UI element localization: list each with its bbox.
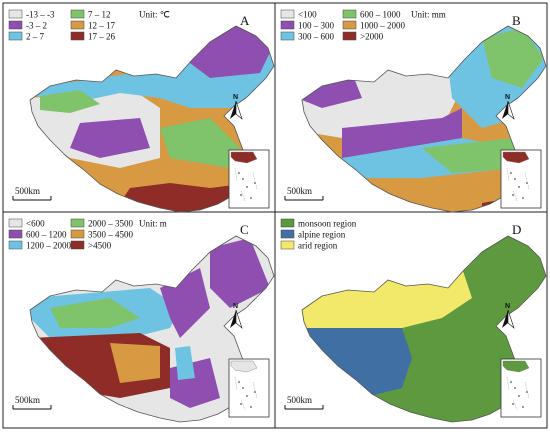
legend-label: 3500 – 4500	[88, 230, 134, 240]
legend-label: >4500	[88, 241, 112, 251]
scale-bar	[12, 196, 52, 201]
legend-swatch	[8, 229, 23, 239]
legend-swatch	[70, 218, 85, 228]
legend-swatch	[280, 240, 295, 250]
scale-label: 500km	[287, 186, 312, 196]
legend-label: monsoon region	[298, 219, 357, 229]
legend-label: arid region	[298, 241, 338, 251]
panel-letter: C	[240, 222, 249, 237]
legend-swatch	[342, 31, 357, 41]
scale-bar	[284, 196, 324, 201]
legend-label: 600 – 1200	[26, 230, 67, 240]
legend-swatch	[280, 9, 295, 19]
north-label: N	[505, 94, 510, 101]
north-label: N	[233, 303, 238, 310]
unit-label: Unit: ℃	[139, 10, 170, 20]
north-arrow-icon	[502, 100, 515, 120]
legend-swatch	[280, 218, 295, 228]
legend-swatch	[8, 240, 23, 250]
legend-swatch	[8, 9, 23, 19]
legend-label: <100	[298, 10, 317, 20]
legend-label: <600	[26, 219, 45, 229]
scale-label: 500km	[15, 395, 40, 405]
unit-label: Unit: m	[139, 219, 167, 229]
north-label: N	[233, 94, 238, 101]
legend-label: -13 – -3	[26, 10, 55, 20]
unit-label: Unit: mm	[411, 10, 446, 20]
legend-label: 12 – 17	[88, 21, 116, 31]
south-china-sea-inset	[228, 149, 270, 209]
north-arrow-icon	[502, 309, 515, 329]
legend-swatch	[342, 9, 357, 19]
panel-letter: D	[512, 222, 521, 237]
scale-label: 500km	[15, 186, 40, 196]
scale-bar	[12, 405, 52, 410]
scale-label: 500km	[287, 395, 312, 405]
legend-label: -3 – 2	[26, 21, 47, 31]
panel-letter: A	[240, 13, 250, 28]
north-arrow-icon	[230, 309, 243, 329]
legend-label: 100 – 300	[298, 21, 335, 31]
legend-swatch	[280, 31, 295, 41]
north-arrow-icon	[230, 100, 243, 120]
legend-label: 600 – 1000	[360, 10, 401, 20]
legend-swatch	[280, 20, 295, 30]
legend-label: 2000 – 3500	[88, 219, 134, 229]
legend-swatch	[342, 20, 357, 30]
legend-swatch	[280, 229, 295, 239]
legend-swatch	[70, 20, 85, 30]
legend-swatch	[70, 229, 85, 239]
legend-label: 300 – 600	[298, 32, 335, 42]
south-china-sea-inset	[500, 149, 542, 209]
legend-label: 7 – 12	[88, 10, 111, 20]
legend-swatch	[70, 240, 85, 250]
south-china-sea-inset	[228, 358, 270, 418]
panel-letter: B	[512, 13, 521, 28]
legend-label: 1000 – 2000	[360, 21, 406, 31]
legend-swatch	[8, 31, 23, 41]
legend-swatch	[70, 31, 85, 41]
legend-swatch	[70, 9, 85, 19]
south-china-sea-inset	[500, 358, 542, 418]
legend-label: 2 – 7	[26, 32, 45, 42]
scale-bar	[284, 405, 324, 410]
legend-swatch	[8, 218, 23, 228]
legend-label: 1200 – 2000	[26, 241, 72, 251]
legend-swatch	[8, 20, 23, 30]
legend-label: >2000	[360, 32, 384, 42]
legend-label: alpine region	[298, 230, 346, 240]
legend-label: 17 – 26	[88, 32, 116, 42]
north-label: N	[505, 303, 510, 310]
